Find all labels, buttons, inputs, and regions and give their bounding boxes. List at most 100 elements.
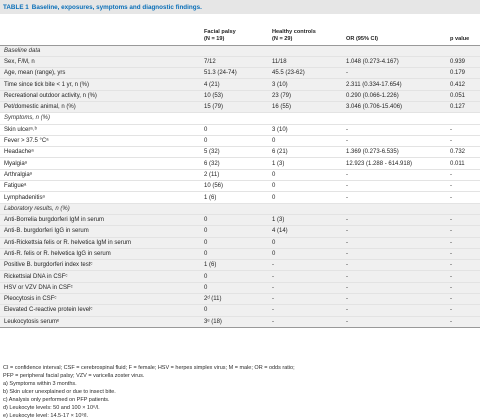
table-cell	[268, 112, 342, 125]
table-cell: Pet/domestic animal, n (%)	[0, 100, 200, 113]
table-row: Leukocytosis serumᵉ 3ᵉ (18) - - -	[0, 315, 480, 328]
table-cell: 1 (6)	[200, 259, 268, 271]
table-cell: 0	[200, 134, 268, 147]
table-cell: -	[342, 225, 446, 238]
table-row: Arthralgiaᵃ 2 (11) 0- -	[0, 168, 480, 181]
table-row: Rickettsial DNA in CSFᶜ 0- - -	[0, 270, 480, 283]
header-cell: Facial palsy (N = 19)	[200, 23, 268, 45]
table-cell: 2 (11)	[200, 168, 268, 181]
header-healthy-controls: Healthy controls (N = 29)	[272, 28, 316, 42]
table-cell: 0	[200, 123, 268, 136]
table-cell: -	[268, 259, 342, 271]
header-cell: OR (95% CI)	[346, 35, 379, 42]
table-cell: -	[342, 180, 446, 192]
table-cell: -	[342, 168, 446, 181]
table-cell: 0	[268, 134, 342, 147]
footnote-line: a) Symptoms within 3 months.	[3, 381, 77, 387]
table-cell: -	[268, 281, 342, 294]
table-cell: Fever > 37.5 °Cᵃ	[0, 134, 200, 147]
table-cell: -	[268, 304, 342, 317]
table-cell: 0.939	[446, 55, 480, 68]
table-cell: HSV or VZV DNA in CSFᶜ	[0, 281, 200, 294]
table-cell: -	[342, 236, 446, 249]
table-cell: Anti-Rickettsia felis or R. helvetica Ig…	[0, 236, 200, 249]
table-cell: -	[268, 270, 342, 283]
table-row: Skin ulcerᵃ˒ᵇ 0 3 (10) - -	[0, 123, 480, 136]
table-cell: Anti-B. burgdorferi IgG in serum	[0, 225, 200, 238]
table-cell: 2.311 (0.334-17.654)	[342, 78, 446, 91]
table-cell: -	[268, 293, 342, 305]
table-cell: Arthralgiaᵃ	[0, 168, 200, 181]
table-cell: -	[446, 180, 480, 192]
table-cell: -	[342, 304, 446, 317]
table-cell: -	[342, 315, 446, 328]
table-cell: 3 (10)	[268, 123, 342, 136]
table-cell: -	[446, 134, 480, 147]
table-cell: Anti-R. felis or R. helvetica IgG in ser…	[0, 247, 200, 260]
table-cell: -	[342, 191, 446, 204]
table-cell: 51.3 (24-74)	[200, 67, 268, 79]
header-facial-palsy: Facial palsy (N = 19)	[204, 28, 236, 42]
table-cell	[446, 112, 480, 125]
footnote-line: e) Leukocyte level: 14.5-17 × 10⁹/l.	[3, 413, 89, 419]
table-cell	[268, 202, 342, 215]
table-body: Baseline data Sex, F/M, n 7/12 11/18 1.048 (…	[0, 44, 480, 328]
table-cell	[200, 44, 268, 57]
table-cell: 15 (79)	[200, 100, 268, 113]
table-cell: 0	[200, 225, 268, 238]
table-cell: 5 (32)	[200, 146, 268, 158]
table-row: Elevated C-reactive protein levelᶜ 0- - -	[0, 304, 480, 317]
table-cell: 3.046 (0.706-15.406)	[342, 100, 446, 113]
table-cell: -	[446, 225, 480, 238]
table-cell: 0.290 (0.066-1.226)	[342, 89, 446, 102]
table-cell: 0	[200, 281, 268, 294]
table-row: Headacheᵃ 5 (32) 6 (21) 1.369 (0.273-6.535)…	[0, 146, 480, 158]
table-cell: 1 (3)	[268, 157, 342, 170]
table-cell: 1 (6)	[200, 191, 268, 204]
table-cell: 6 (32)	[200, 157, 268, 170]
table-cell: 2ᵈ (11)	[200, 293, 268, 305]
table-cell: 0.051	[446, 89, 480, 102]
table-cell: 3ᵉ (18)	[200, 315, 268, 328]
table-cell	[446, 44, 480, 57]
table-cell: -	[446, 281, 480, 294]
table-cell: Symptoms, n (%)	[0, 112, 200, 125]
table-cell: -	[342, 270, 446, 283]
header-cell	[0, 23, 200, 45]
table-cell: 0	[268, 236, 342, 249]
table-row: HSV or VZV DNA in CSFᶜ 0- - -	[0, 281, 480, 294]
table-row: Anti-B. burgdorferi IgG in serum 0 4 (14) -…	[0, 225, 480, 238]
table-cell: -	[342, 213, 446, 226]
table-cell: 4 (21)	[200, 78, 268, 91]
table-cell: 1.369 (0.273-6.535)	[342, 146, 446, 158]
table-cell: -	[342, 293, 446, 305]
table-cell: Recreational outdoor activity, n (%)	[0, 89, 200, 102]
section-row: Baseline data	[0, 44, 480, 57]
table-cell: 0.732	[446, 146, 480, 158]
table-cell: -	[342, 123, 446, 136]
table-cell: Sex, F/M, n	[0, 55, 200, 68]
table-cell: Headacheᵃ	[0, 146, 200, 158]
table-cell: Pleocytosis in CSFᶜ	[0, 293, 200, 305]
table-cell	[342, 44, 446, 57]
header-cell: Healthy controls (N = 29)	[268, 23, 342, 45]
table-cell	[200, 112, 268, 125]
footnote-line: CI = confidence interval; CSF = cerebros…	[3, 365, 295, 371]
table-cell: 4 (14)	[268, 225, 342, 238]
table-cell: 1 (3)	[268, 213, 342, 226]
table-cell	[446, 202, 480, 215]
table-cell: 10 (53)	[200, 89, 268, 102]
table-row: Time since tick bite < 1 yr, n (%) 4 (21)…	[0, 78, 480, 91]
table-cell: 0.412	[446, 78, 480, 91]
table-cell: -	[342, 281, 446, 294]
table-cell: 11/18	[268, 55, 342, 68]
table-cell: -	[446, 315, 480, 328]
section-row: Laboratory results, n (%)	[0, 202, 480, 215]
table-cell: Skin ulcerᵃ˒ᵇ	[0, 123, 200, 136]
table-cell: -	[446, 236, 480, 249]
table-cell: -	[446, 247, 480, 260]
table-cell: 0	[268, 247, 342, 260]
table-row: Fever > 37.5 °Cᵃ 0 0- -	[0, 134, 480, 147]
table-cell: -	[446, 304, 480, 317]
